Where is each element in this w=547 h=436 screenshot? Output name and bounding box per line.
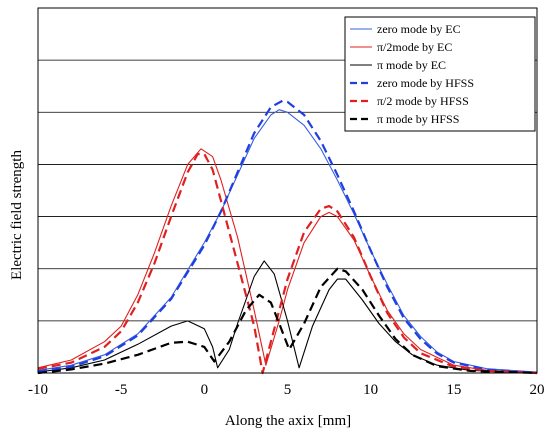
legend-box [344, 16, 536, 132]
legend: zero mode by EC π/2mode by EC π mode by EC… [344, 16, 536, 132]
x-tick-label: -10 [28, 382, 48, 398]
legend-label: π mode by HFSS [377, 112, 459, 126]
x-tick-label: 20 [530, 382, 545, 398]
x-tick-label: 10 [363, 382, 378, 398]
legend-label: π mode by EC [377, 58, 446, 72]
series-line [37, 99, 538, 375]
x-tick-labels: -10 -5 0 5 10 15 20 [28, 382, 545, 398]
legend-label: π/2mode by EC [377, 40, 452, 54]
series-line [37, 260, 538, 374]
x-axis-title: Along the axix [mm] [225, 413, 351, 429]
series-line [37, 109, 538, 373]
x-tick-label: -5 [115, 382, 128, 398]
series-lines [37, 99, 538, 375]
legend-label: zero mode by EC [377, 22, 461, 36]
series-line [37, 152, 538, 375]
series-line [37, 267, 538, 375]
series-line [37, 148, 538, 374]
x-tick-label: 0 [201, 382, 209, 398]
legend-label: π/2 mode by HFSS [377, 94, 469, 108]
legend-label: zero mode by HFSS [377, 76, 474, 90]
plot-frame [37, 7, 538, 374]
x-tick-label: 15 [446, 382, 461, 398]
y-axis-title: Electric field strength [9, 150, 25, 280]
x-tick-label: 5 [284, 382, 292, 398]
